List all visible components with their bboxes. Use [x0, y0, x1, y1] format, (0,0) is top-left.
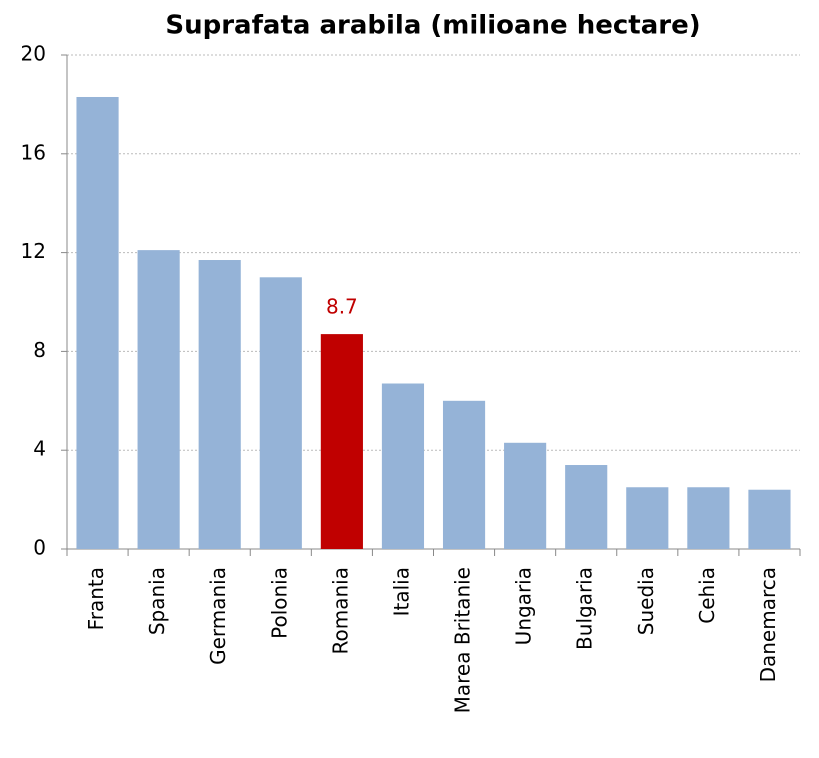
y-tick-label: 16: [21, 140, 46, 164]
bar: [687, 487, 730, 549]
bar: [381, 383, 425, 549]
y-tick-label: 4: [33, 437, 46, 461]
bar: [259, 277, 302, 549]
bar: [504, 442, 547, 549]
bar: [748, 489, 791, 549]
x-tick-label: Cehia: [695, 567, 719, 624]
x-tick-label: Polonia: [267, 567, 291, 639]
x-tick-label: Italia: [389, 567, 413, 616]
bar: [198, 260, 241, 549]
y-tick-label: 12: [21, 239, 46, 263]
y-tick-label: 0: [33, 536, 46, 560]
x-tick-label: Romania: [328, 567, 352, 654]
x-tick-label: Spania: [145, 567, 169, 635]
x-tick-label: Bulgaria: [573, 567, 597, 650]
bar: [320, 334, 363, 549]
bar: [137, 250, 180, 549]
data-label: 8.7: [326, 295, 358, 319]
y-tick-label: 20: [21, 42, 46, 66]
y-tick-label: 8: [33, 338, 46, 362]
bar: [76, 96, 119, 550]
bar: [442, 400, 486, 549]
x-tick-label: Germania: [206, 567, 230, 665]
x-tick-label: Marea Britanie: [451, 567, 475, 713]
bar: [626, 487, 669, 549]
bar: [565, 465, 608, 549]
x-tick-label: Ungaria: [512, 567, 536, 645]
chart-title: Suprafata arabila (milioane hectare): [165, 11, 700, 41]
x-tick-label: Danemarca: [756, 567, 780, 682]
x-tick-label: Suedia: [634, 567, 658, 635]
x-tick-label: Franta: [84, 567, 108, 630]
